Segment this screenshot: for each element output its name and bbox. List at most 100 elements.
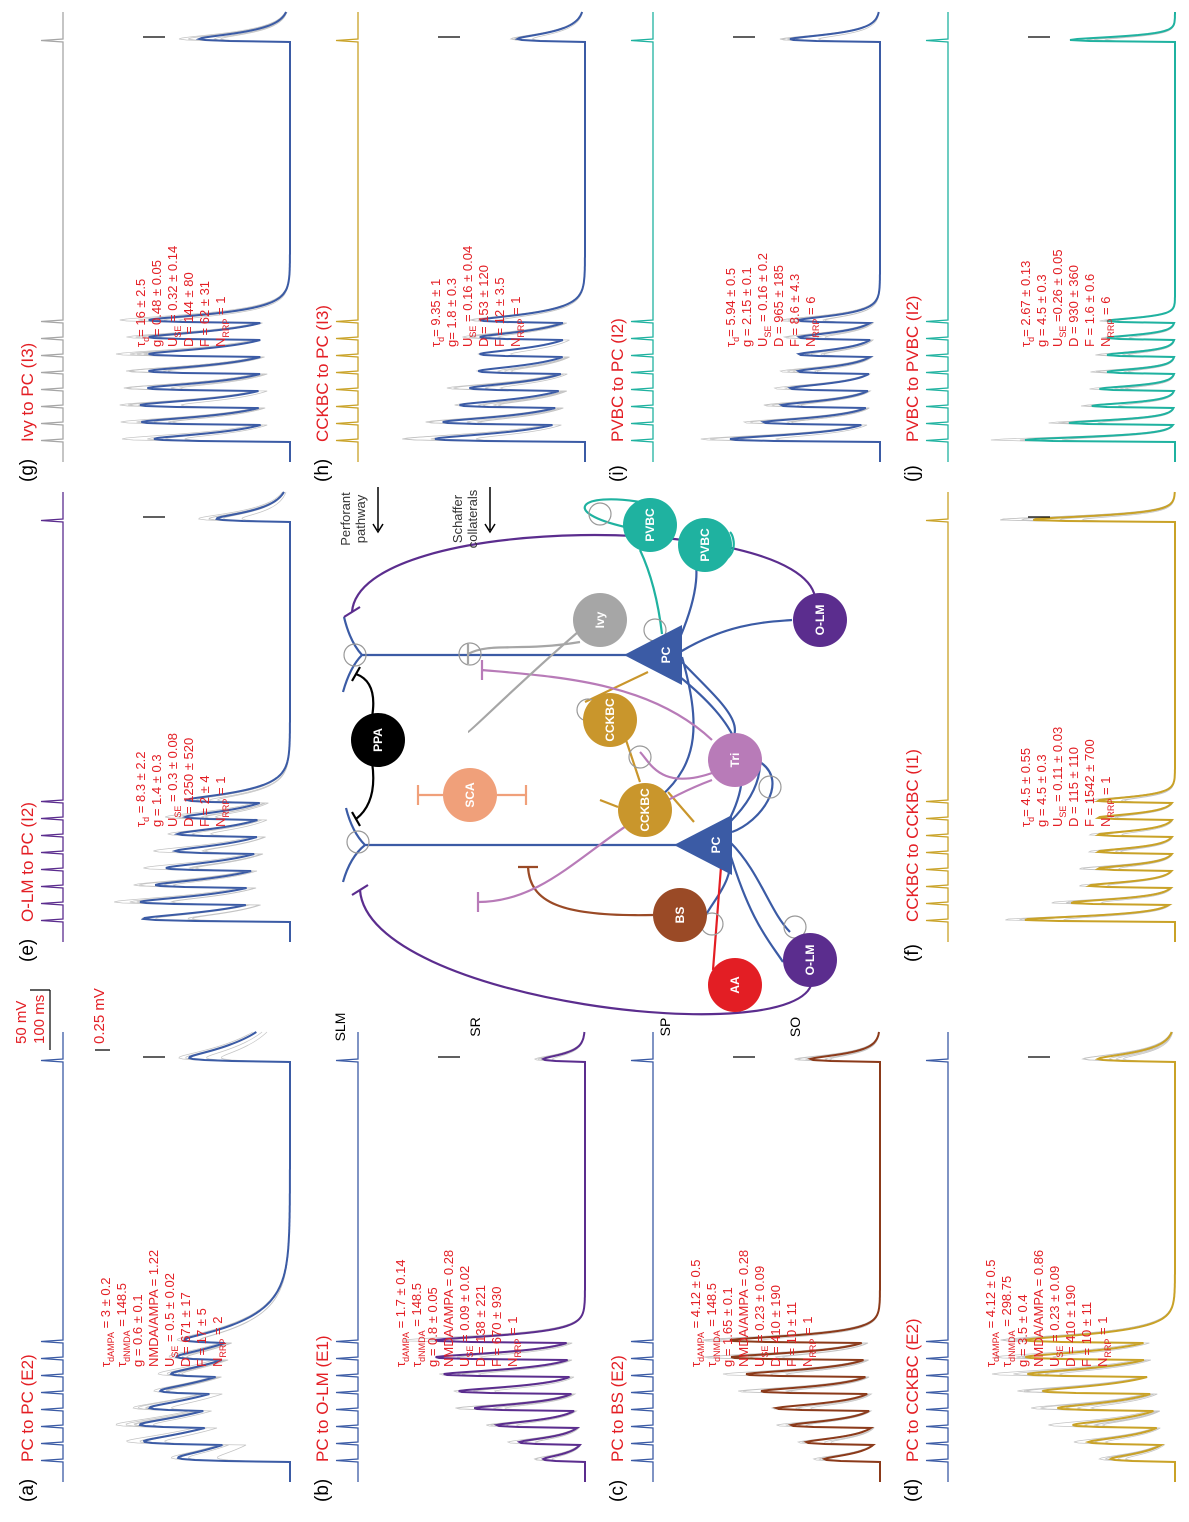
parameter-symbol: τ — [1018, 821, 1033, 827]
trial-trace — [114, 491, 291, 942]
parameter-symbol: N — [1095, 1358, 1110, 1367]
parameter-value: = 1 — [1095, 1317, 1110, 1339]
parameter-subscript: dNMDA — [122, 1330, 132, 1362]
panel-label: (d) — [902, 1479, 923, 1502]
parameter: τdAMPA = 3 ± 0.2 — [98, 1278, 116, 1367]
parameter-subscript: dNMDA — [417, 1330, 427, 1362]
trial-trace — [154, 491, 291, 942]
bs-projection — [518, 865, 654, 917]
parameter-symbol: U — [165, 818, 180, 827]
parameter-subscript: dAMPA — [401, 1332, 411, 1362]
parameter: F = 17 ± 5 — [194, 1308, 209, 1367]
circuit-diagram: SLM SR SP SO Perforant pathway Schaffer collate… — [332, 487, 847, 1041]
cell-node — [783, 933, 837, 987]
arrow — [484, 487, 496, 534]
pathway-label: Perforant — [338, 492, 353, 546]
parameter: NMDA/AMPA = 0.28 — [441, 1250, 456, 1367]
stimulus-trace — [925, 1032, 949, 1482]
synapse — [628, 745, 652, 769]
node-label: PC — [709, 836, 723, 853]
parameter-value: = 4.12 ± 0.5 — [688, 1259, 703, 1332]
arrow — [372, 487, 384, 534]
panel-label: (b) — [312, 1479, 333, 1502]
parameter-subscript: SE — [465, 1346, 475, 1358]
mean-trace — [139, 491, 291, 942]
dendrite — [341, 807, 695, 883]
parameter: D = 1250 ± 520 — [181, 738, 196, 827]
trial-trace — [702, 1031, 881, 1482]
parameter-subscript: RRP — [516, 319, 526, 338]
parameter: F = 8.6 ± 4.3 — [787, 274, 802, 347]
parameter-value: = 0.16 ± 0.04 — [460, 246, 475, 326]
parameter: D = 115 ± 110 — [1066, 747, 1081, 827]
panel-title: PC to CCKBC (E2) — [903, 1318, 922, 1462]
panel-title: O-LM to PC (I2) — [18, 802, 37, 922]
panel-title: PC to BS (E2) — [608, 1355, 627, 1462]
cell-node — [678, 518, 732, 572]
mean-trace — [138, 1031, 291, 1482]
node-label: Ivy — [593, 611, 607, 628]
parameter-value: = 148.5 — [704, 1283, 719, 1330]
parameter: D = 671 ± 17 — [178, 1292, 193, 1367]
parameter-value: = 6 — [803, 297, 818, 319]
parameter-value: = 4.5 ± 0.55 — [1018, 748, 1033, 817]
stimulus-trace — [40, 12, 64, 462]
trial-trace — [127, 11, 291, 462]
cell-node — [618, 783, 672, 837]
layer-label: SP — [657, 1018, 673, 1037]
cell-node — [623, 498, 677, 552]
olm-projection — [351, 884, 814, 1016]
mean-trace — [434, 11, 586, 462]
parameter: τdNMDA = 148.5 — [409, 1283, 427, 1367]
cell-node — [583, 693, 637, 747]
tri-projection — [476, 660, 716, 912]
node-label: CCKBC — [638, 788, 652, 832]
parameter-subscript: d — [436, 337, 446, 342]
parameter: F = 10 ± 11 — [784, 1302, 799, 1367]
parameter-symbol: N — [213, 338, 228, 347]
parameter: D = 930 ± 360 — [1066, 265, 1081, 347]
parameter-symbol: U — [752, 1358, 767, 1367]
trial-trace — [1028, 12, 1176, 462]
parameter: NMDA/AMPA = 0.86 — [1031, 1250, 1046, 1367]
parameter-value: = 5.94 ± 0.5 — [723, 268, 738, 337]
mean-trace — [729, 11, 881, 462]
pathway-label: collaterals — [465, 489, 480, 548]
parameter-subscript: RRP — [221, 799, 231, 818]
parameter-subscript: dAMPA — [991, 1332, 1001, 1362]
parameter-value: = 2.67 ± 0.13 — [1018, 261, 1033, 337]
parameter: g = 0.8 ± 0.05 — [425, 1287, 440, 1367]
parameter: τdNMDA = 148.5 — [114, 1283, 132, 1367]
parameter-subscript: SE — [760, 1346, 770, 1358]
parameter: F = 10 ± 11 — [1079, 1302, 1094, 1367]
panel-label: (h) — [312, 459, 333, 482]
trial-trace — [1041, 12, 1176, 462]
parameter: g = 2.15 ± 0.1 — [739, 267, 754, 347]
node-label: O-LM — [813, 605, 827, 636]
parameter-symbol: N — [508, 338, 523, 347]
parameter-symbol: N — [505, 1358, 520, 1367]
parameter: g = 4.5 ± 0.3 — [1034, 754, 1049, 827]
parameter-value: = 2 — [210, 1317, 225, 1339]
parameter-value: = 0.3 ± 0.08 — [165, 733, 180, 806]
panel-title: PVBC to PC (I2) — [608, 318, 627, 442]
parameter-symbol: N — [1098, 338, 1113, 347]
parameter-value: = 1 — [800, 1317, 815, 1339]
parameter-subscript: RRP — [218, 1339, 228, 1358]
parameter-symbol: τ — [409, 1361, 424, 1367]
parameter-value: = 1.7 ± 0.14 — [393, 1259, 408, 1332]
parameter: USE = 0.09 ± 0.02 — [457, 1266, 475, 1367]
cckbc-projection — [584, 671, 695, 823]
stimulus-trace — [40, 1032, 64, 1482]
parameter: g = 0.6 ± 0.1 — [130, 1294, 145, 1367]
cell-node — [443, 768, 497, 822]
parameter-symbol: τ — [428, 341, 443, 347]
panel-title: Ivy to PC (I3) — [18, 343, 37, 442]
parameter-symbol: U — [457, 1358, 472, 1367]
parameter-value: = 4.12 ± 0.5 — [983, 1259, 998, 1332]
trial-trace — [119, 11, 291, 462]
parameter-value: = 0.23 ± 0.09 — [1047, 1266, 1062, 1346]
parameter-subscript: dNMDA — [712, 1330, 722, 1362]
parameter-subscript: SE — [1058, 326, 1068, 338]
